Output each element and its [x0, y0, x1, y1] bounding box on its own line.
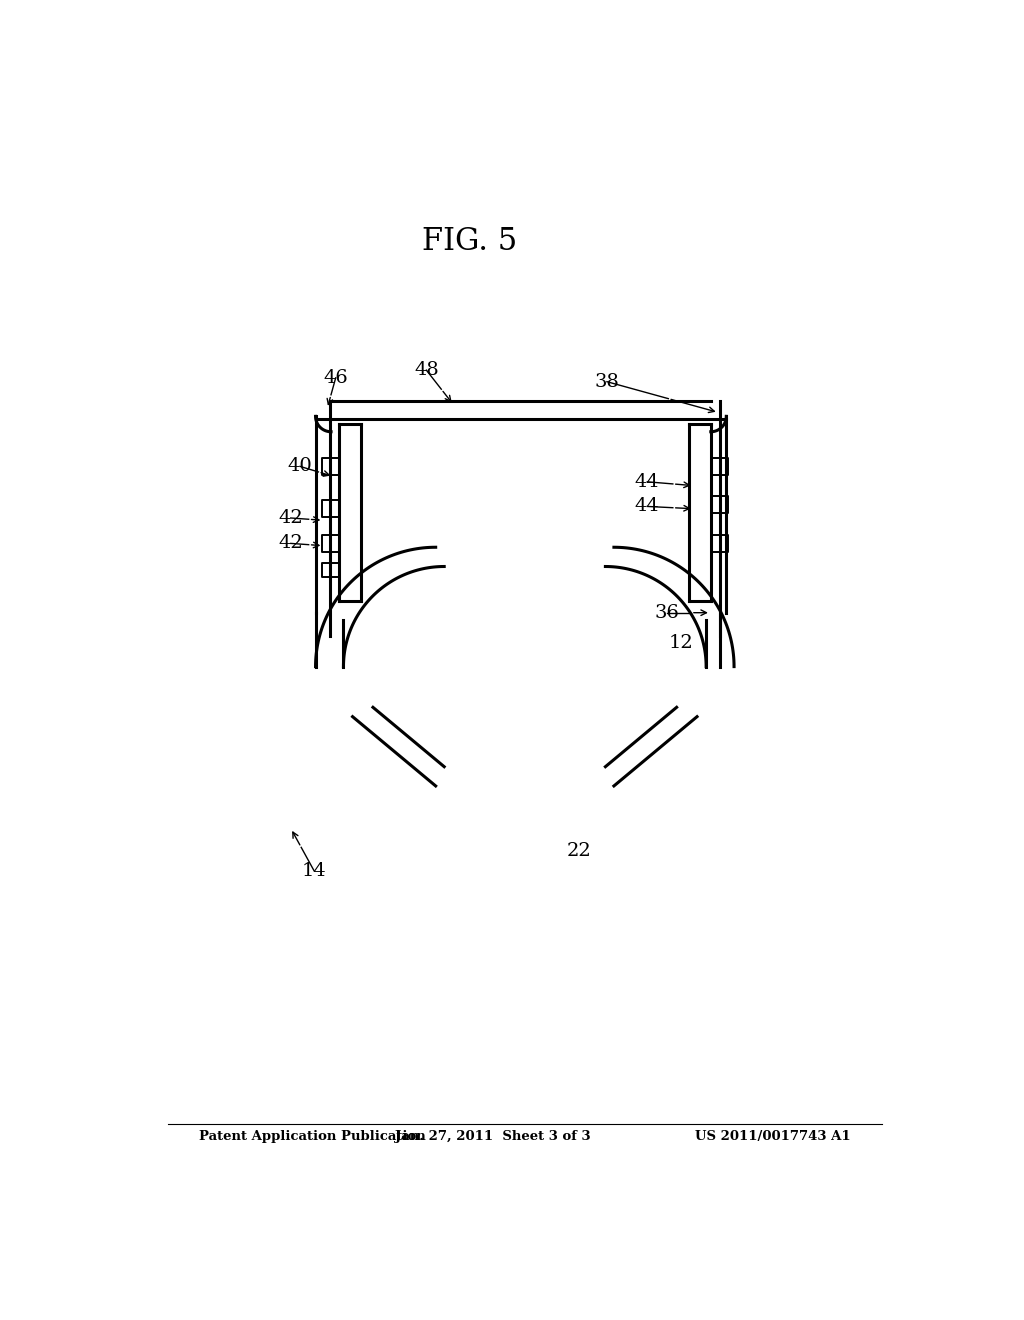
- Text: Patent Application Publication: Patent Application Publication: [200, 1130, 426, 1143]
- Text: 22: 22: [566, 842, 592, 861]
- Text: 44: 44: [635, 473, 659, 491]
- Text: 14: 14: [302, 862, 327, 879]
- Text: 48: 48: [414, 362, 438, 379]
- Text: FIG. 5: FIG. 5: [422, 226, 517, 257]
- Text: US 2011/0017743 A1: US 2011/0017743 A1: [694, 1130, 850, 1143]
- Text: 46: 46: [324, 368, 348, 387]
- Text: 44: 44: [635, 498, 659, 515]
- Text: Jan. 27, 2011  Sheet 3 of 3: Jan. 27, 2011 Sheet 3 of 3: [395, 1130, 591, 1143]
- Text: 12: 12: [669, 635, 693, 652]
- Text: 42: 42: [279, 535, 303, 552]
- Text: 36: 36: [654, 603, 679, 622]
- Text: 38: 38: [595, 372, 620, 391]
- Text: 40: 40: [288, 458, 312, 475]
- Text: 42: 42: [279, 510, 303, 527]
